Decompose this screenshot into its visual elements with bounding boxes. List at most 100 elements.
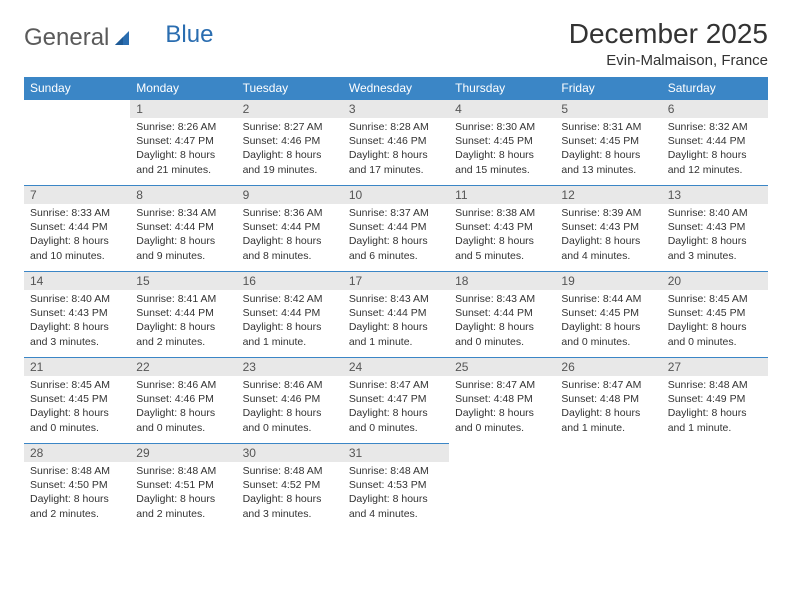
day-number: 18 xyxy=(449,272,555,290)
day-details: Sunrise: 8:27 AMSunset: 4:46 PMDaylight:… xyxy=(237,118,343,181)
day-details: Sunrise: 8:40 AMSunset: 4:43 PMDaylight:… xyxy=(24,290,130,353)
day-number: 17 xyxy=(343,272,449,290)
day-number: 29 xyxy=(130,444,236,462)
day-details: Sunrise: 8:48 AMSunset: 4:50 PMDaylight:… xyxy=(24,462,130,525)
day-cell: 23Sunrise: 8:46 AMSunset: 4:46 PMDayligh… xyxy=(237,358,343,444)
calendar-table: SundayMondayTuesdayWednesdayThursdayFrid… xyxy=(24,77,768,530)
day-cell: 5Sunrise: 8:31 AMSunset: 4:45 PMDaylight… xyxy=(555,100,661,186)
day-number: 12 xyxy=(555,186,661,204)
day-details: Sunrise: 8:45 AMSunset: 4:45 PMDaylight:… xyxy=(662,290,768,353)
day-number: 25 xyxy=(449,358,555,376)
day-details: Sunrise: 8:44 AMSunset: 4:45 PMDaylight:… xyxy=(555,290,661,353)
day-details: Sunrise: 8:43 AMSunset: 4:44 PMDaylight:… xyxy=(449,290,555,353)
day-number: 10 xyxy=(343,186,449,204)
day-header: Tuesday xyxy=(237,77,343,100)
day-details: Sunrise: 8:48 AMSunset: 4:51 PMDaylight:… xyxy=(130,462,236,525)
day-details: Sunrise: 8:47 AMSunset: 4:48 PMDaylight:… xyxy=(449,376,555,439)
day-header-row: SundayMondayTuesdayWednesdayThursdayFrid… xyxy=(24,77,768,100)
day-details: Sunrise: 8:37 AMSunset: 4:44 PMDaylight:… xyxy=(343,204,449,267)
week-row: 21Sunrise: 8:45 AMSunset: 4:45 PMDayligh… xyxy=(24,358,768,444)
day-number: 21 xyxy=(24,358,130,376)
day-cell: 3Sunrise: 8:28 AMSunset: 4:46 PMDaylight… xyxy=(343,100,449,186)
day-cell: 8Sunrise: 8:34 AMSunset: 4:44 PMDaylight… xyxy=(130,186,236,272)
logo-sail-icon xyxy=(113,29,133,49)
day-number: 26 xyxy=(555,358,661,376)
day-number: 7 xyxy=(24,186,130,204)
day-details: Sunrise: 8:28 AMSunset: 4:46 PMDaylight:… xyxy=(343,118,449,181)
day-cell: 18Sunrise: 8:43 AMSunset: 4:44 PMDayligh… xyxy=(449,272,555,358)
day-number: 27 xyxy=(662,358,768,376)
day-cell: 7Sunrise: 8:33 AMSunset: 4:44 PMDaylight… xyxy=(24,186,130,272)
day-cell: 26Sunrise: 8:47 AMSunset: 4:48 PMDayligh… xyxy=(555,358,661,444)
day-cell: 6Sunrise: 8:32 AMSunset: 4:44 PMDaylight… xyxy=(662,100,768,186)
day-cell: 9Sunrise: 8:36 AMSunset: 4:44 PMDaylight… xyxy=(237,186,343,272)
day-details: Sunrise: 8:26 AMSunset: 4:47 PMDaylight:… xyxy=(130,118,236,181)
calendar-body: 1Sunrise: 8:26 AMSunset: 4:47 PMDaylight… xyxy=(24,100,768,530)
day-cell xyxy=(449,444,555,530)
day-details: Sunrise: 8:32 AMSunset: 4:44 PMDaylight:… xyxy=(662,118,768,181)
day-number: 9 xyxy=(237,186,343,204)
day-details: Sunrise: 8:48 AMSunset: 4:52 PMDaylight:… xyxy=(237,462,343,525)
day-cell: 17Sunrise: 8:43 AMSunset: 4:44 PMDayligh… xyxy=(343,272,449,358)
day-details: Sunrise: 8:48 AMSunset: 4:49 PMDaylight:… xyxy=(662,376,768,439)
day-cell: 15Sunrise: 8:41 AMSunset: 4:44 PMDayligh… xyxy=(130,272,236,358)
day-header: Thursday xyxy=(449,77,555,100)
day-number: 15 xyxy=(130,272,236,290)
logo: General Blue xyxy=(24,18,213,52)
day-cell: 12Sunrise: 8:39 AMSunset: 4:43 PMDayligh… xyxy=(555,186,661,272)
day-details: Sunrise: 8:46 AMSunset: 4:46 PMDaylight:… xyxy=(237,376,343,439)
day-number: 6 xyxy=(662,100,768,118)
day-number: 2 xyxy=(237,100,343,118)
day-number: 16 xyxy=(237,272,343,290)
day-details: Sunrise: 8:42 AMSunset: 4:44 PMDaylight:… xyxy=(237,290,343,353)
day-number: 1 xyxy=(130,100,236,118)
month-title: December 2025 xyxy=(569,18,768,50)
day-number: 4 xyxy=(449,100,555,118)
day-number: 31 xyxy=(343,444,449,462)
day-details: Sunrise: 8:38 AMSunset: 4:43 PMDaylight:… xyxy=(449,204,555,267)
day-cell: 29Sunrise: 8:48 AMSunset: 4:51 PMDayligh… xyxy=(130,444,236,530)
day-details: Sunrise: 8:31 AMSunset: 4:45 PMDaylight:… xyxy=(555,118,661,181)
week-row: 7Sunrise: 8:33 AMSunset: 4:44 PMDaylight… xyxy=(24,186,768,272)
day-number: 11 xyxy=(449,186,555,204)
day-details: Sunrise: 8:41 AMSunset: 4:44 PMDaylight:… xyxy=(130,290,236,353)
day-cell: 24Sunrise: 8:47 AMSunset: 4:47 PMDayligh… xyxy=(343,358,449,444)
day-cell: 4Sunrise: 8:30 AMSunset: 4:45 PMDaylight… xyxy=(449,100,555,186)
day-details: Sunrise: 8:39 AMSunset: 4:43 PMDaylight:… xyxy=(555,204,661,267)
day-number: 23 xyxy=(237,358,343,376)
day-cell: 22Sunrise: 8:46 AMSunset: 4:46 PMDayligh… xyxy=(130,358,236,444)
logo-word-2: Blue xyxy=(165,21,213,49)
day-number: 22 xyxy=(130,358,236,376)
day-cell: 16Sunrise: 8:42 AMSunset: 4:44 PMDayligh… xyxy=(237,272,343,358)
day-header: Wednesday xyxy=(343,77,449,100)
day-details: Sunrise: 8:40 AMSunset: 4:43 PMDaylight:… xyxy=(662,204,768,267)
day-number: 19 xyxy=(555,272,661,290)
day-details: Sunrise: 8:48 AMSunset: 4:53 PMDaylight:… xyxy=(343,462,449,525)
day-cell: 30Sunrise: 8:48 AMSunset: 4:52 PMDayligh… xyxy=(237,444,343,530)
location-label: Evin-Malmaison, France xyxy=(569,52,768,69)
page-header: General Blue December 2025 Evin-Malmaiso… xyxy=(24,18,768,69)
day-number: 30 xyxy=(237,444,343,462)
week-row: 28Sunrise: 8:48 AMSunset: 4:50 PMDayligh… xyxy=(24,444,768,530)
day-number: 28 xyxy=(24,444,130,462)
day-cell: 28Sunrise: 8:48 AMSunset: 4:50 PMDayligh… xyxy=(24,444,130,530)
day-details: Sunrise: 8:33 AMSunset: 4:44 PMDaylight:… xyxy=(24,204,130,267)
day-number: 8 xyxy=(130,186,236,204)
day-header: Sunday xyxy=(24,77,130,100)
day-details: Sunrise: 8:45 AMSunset: 4:45 PMDaylight:… xyxy=(24,376,130,439)
day-details: Sunrise: 8:43 AMSunset: 4:44 PMDaylight:… xyxy=(343,290,449,353)
day-details: Sunrise: 8:47 AMSunset: 4:47 PMDaylight:… xyxy=(343,376,449,439)
week-row: 1Sunrise: 8:26 AMSunset: 4:47 PMDaylight… xyxy=(24,100,768,186)
day-cell xyxy=(24,100,130,186)
day-details: Sunrise: 8:47 AMSunset: 4:48 PMDaylight:… xyxy=(555,376,661,439)
day-cell: 14Sunrise: 8:40 AMSunset: 4:43 PMDayligh… xyxy=(24,272,130,358)
day-cell: 2Sunrise: 8:27 AMSunset: 4:46 PMDaylight… xyxy=(237,100,343,186)
day-cell: 31Sunrise: 8:48 AMSunset: 4:53 PMDayligh… xyxy=(343,444,449,530)
day-details: Sunrise: 8:30 AMSunset: 4:45 PMDaylight:… xyxy=(449,118,555,181)
title-block: December 2025 Evin-Malmaison, France xyxy=(569,18,768,69)
day-number: 5 xyxy=(555,100,661,118)
day-header: Monday xyxy=(130,77,236,100)
calendar-page: General Blue December 2025 Evin-Malmaiso… xyxy=(0,0,792,548)
day-details: Sunrise: 8:36 AMSunset: 4:44 PMDaylight:… xyxy=(237,204,343,267)
day-number: 20 xyxy=(662,272,768,290)
